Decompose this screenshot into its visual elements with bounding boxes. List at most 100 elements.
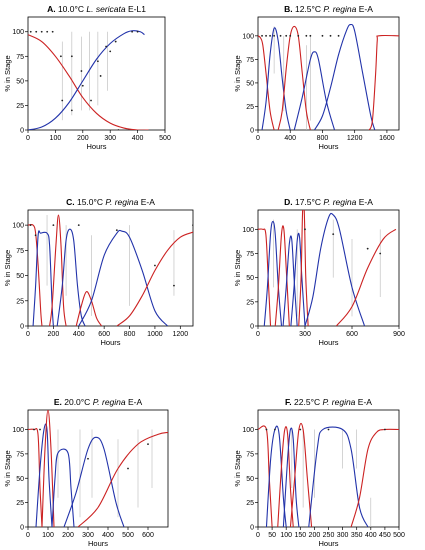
y-tick-label: 75 [246,251,254,258]
y-tick-label: 75 [16,248,24,255]
x-tick-label: 1000 [147,331,163,338]
y-tick-label: 50 [246,275,254,282]
panel-f: F. 22.5°C P. regina E-A0 50 100 150 200 250 30… [233,397,405,548]
series-line-1 [258,425,273,527]
y-tick-label: 25 [16,500,24,507]
data-point [51,30,54,33]
series-line-7 [304,212,366,326]
series-line-8 [335,228,397,326]
x-tick-label: 0 [256,135,260,142]
data-point [332,233,335,236]
panel-title: A. 10.0°C L. sericata E-L1 [47,4,146,14]
series-line-2 [35,423,53,527]
series-line-5 [63,436,125,527]
plot-area [258,23,399,130]
x-tick-label: 400 [73,331,85,338]
data-point [105,45,107,48]
y-axis-label: % in Stage [3,250,12,286]
x-tick-label: 500 [159,135,171,142]
x-axis-label: Hours [100,338,120,347]
data-point [61,99,64,102]
y-tick-label: 25 [246,500,254,507]
plot-frame [27,209,194,327]
series-line-3 [41,410,55,527]
panel-letter: F. [285,397,294,407]
data-point [379,252,382,255]
x-tick-label: 1600 [379,135,395,142]
y-tick-label: 0 [250,525,254,532]
x-axis-label: Hours [318,142,338,151]
plot-area [28,214,193,326]
y-axis-label: % in Stage [233,450,242,486]
series-line-7 [116,231,193,326]
panel-temp: 22.5°C [294,397,322,407]
data-point [115,229,118,232]
x-tick-label: 100 [42,532,54,539]
y-tick-label: 25 [246,299,254,306]
y-tick-label: 100 [12,29,24,36]
x-tick-label: 50 [268,532,276,539]
data-point [366,247,369,250]
series-line-1 [258,35,275,130]
x-axis-label: Hours [318,338,338,347]
x-tick-label: 1200 [173,331,189,338]
data-point [289,34,292,37]
data-point [299,428,302,431]
series-line-3 [277,25,311,130]
series-line-1 [28,34,149,130]
panel-d: D. 17.5°C P. regina E-A 0 300 600 900 0 25 50 75… [233,197,405,347]
data-point [33,428,35,431]
y-tick-label: 25 [246,104,254,111]
data-point [29,30,32,33]
series-line-6 [368,34,399,130]
series-line-4 [51,448,75,527]
panel-title: D. 17.5°C P. regina E-A [284,197,373,207]
x-tick-label: 400 [365,532,377,539]
panel-species: P. regina [93,397,126,407]
y-tick-label: 100 [242,427,254,434]
plot-area [28,30,149,130]
x-tick-label: 0 [256,532,260,539]
panel-c: C. 15.0°C P. regina E-A0 200 400 600 800 1000… [3,197,194,347]
data-point [269,34,271,37]
x-tick-label: 300 [299,331,311,338]
data-point [99,75,102,77]
y-tick-label: 0 [20,128,24,135]
data-point [304,228,306,231]
data-point [329,34,332,37]
panel-title: C. 15.0°C P. regina E-A [66,197,155,207]
y-tick-label: 0 [250,324,254,331]
series-line-5 [75,291,103,326]
panel-stage: E-L1 [126,4,147,14]
panel-letter: E. [54,397,64,407]
y-tick-label: 25 [16,298,24,305]
data-point [46,30,49,33]
data-point [273,34,276,37]
series-line-1 [258,228,272,326]
panel-b: B. 12.5°C P. regina E-A 0 400 800 1200 1600 0 2… [233,4,400,151]
y-tick-label: 25 [16,103,24,110]
x-tick-label: 800 [317,135,329,142]
series-line-7 [350,428,399,527]
data-point [147,443,149,446]
x-tick-label: 400 [132,135,144,142]
y-tick-label: 100 [242,227,254,234]
series-line-2 [261,27,291,130]
series-line-3 [274,225,290,326]
data-point [384,428,386,431]
x-tick-label: 400 [102,532,114,539]
data-point [279,34,282,37]
data-point [285,34,288,37]
panel-species: P. regina [323,4,356,14]
y-tick-label: 0 [20,324,24,331]
y-tick-label: 100 [12,427,24,434]
x-axis-label: Hours [86,142,106,151]
data-point [70,55,73,58]
data-point [81,84,84,87]
data-point [173,284,175,287]
x-tick-label: 150 [294,532,306,539]
data-point [265,428,268,431]
series-line-4 [282,427,300,527]
panel-species: P. regina [105,197,138,207]
panel-stage: E-A [355,397,372,407]
